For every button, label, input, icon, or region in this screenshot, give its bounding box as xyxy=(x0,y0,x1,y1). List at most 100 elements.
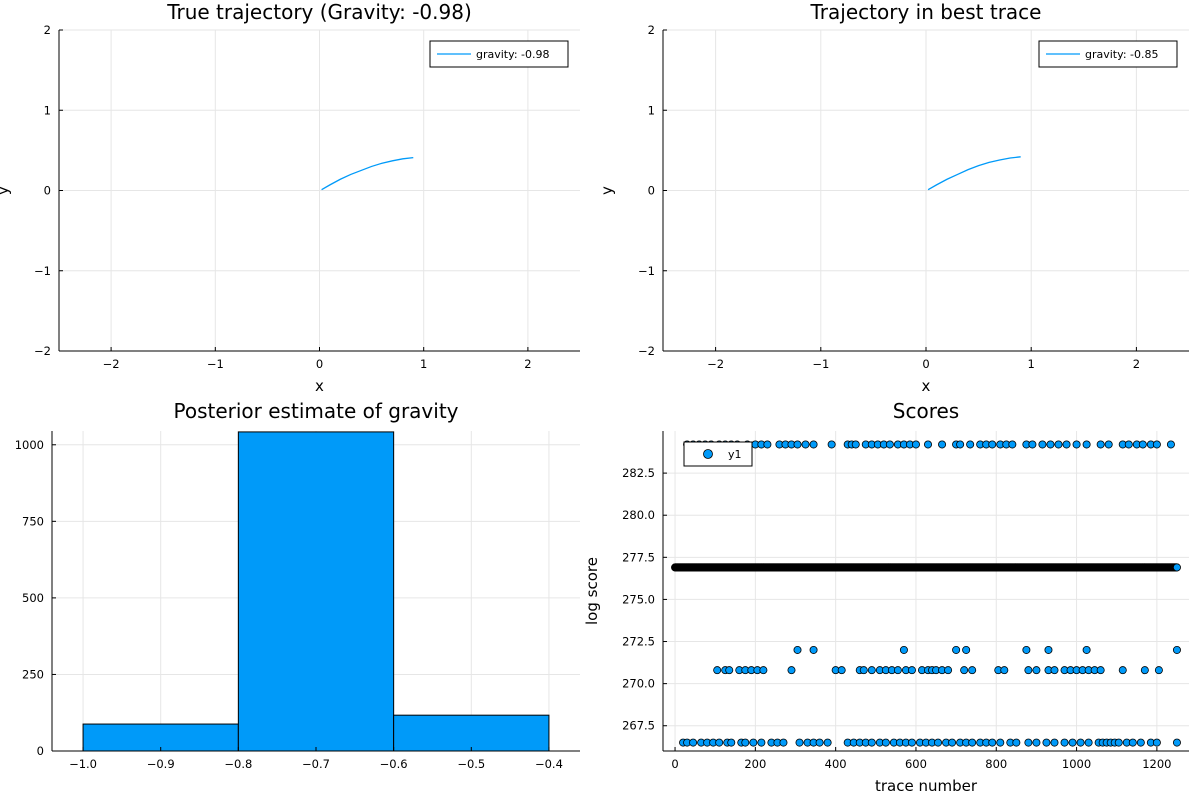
scatter-point xyxy=(1028,440,1037,449)
scatter-point xyxy=(759,666,768,675)
scatter-point xyxy=(938,440,947,449)
scatter-point xyxy=(763,440,772,449)
scatter-point xyxy=(1024,666,1033,675)
chart-title: Scores xyxy=(893,399,959,423)
histogram-bar xyxy=(82,723,239,752)
scatter-point xyxy=(779,738,788,747)
scatter-point xyxy=(968,666,977,675)
x-axis-label: trace number xyxy=(875,777,978,795)
histogram-bar xyxy=(237,431,395,752)
scatter-point xyxy=(1096,440,1105,449)
y-tick-label: 2 xyxy=(648,23,655,37)
scatter-point xyxy=(1038,440,1047,449)
scatter-point xyxy=(757,738,766,747)
y-tick-label: 750 xyxy=(22,514,44,528)
scatter-point xyxy=(924,440,933,449)
scatter-point xyxy=(1072,440,1081,449)
scatter-point xyxy=(859,666,868,675)
x-tick-label: 800 xyxy=(985,757,1007,771)
scatter-point xyxy=(1000,666,1009,675)
x-axis-label: x xyxy=(315,377,324,395)
scatter-point xyxy=(893,666,902,675)
legend: gravity: -0.85 xyxy=(1038,40,1178,68)
y-tick-label: 267.5 xyxy=(622,719,655,733)
scatter-point xyxy=(1068,738,1077,747)
scatter-point xyxy=(952,645,961,654)
x-tick-label: 600 xyxy=(905,757,927,771)
scatter-point xyxy=(1050,666,1059,675)
y-axis-label: y xyxy=(598,186,616,195)
scatter-point xyxy=(1076,738,1085,747)
scatter-point xyxy=(727,738,736,747)
scatter-point xyxy=(823,738,832,747)
scatter-point xyxy=(851,440,860,449)
x-tick-label: −1.0 xyxy=(69,757,97,771)
panel-2: gravity: -0.85 −2 −1 0 1 2 −2 −1 0 1 2 Trajectory i… xyxy=(598,0,1189,395)
y-tick-label: 500 xyxy=(22,591,44,605)
scatter-point xyxy=(1044,645,1053,654)
x-tick-label: −0.7 xyxy=(302,757,330,771)
scatter-point xyxy=(741,738,750,747)
x-tick-label: 0 xyxy=(671,757,678,771)
scatter-point xyxy=(1172,645,1181,654)
scatter-point xyxy=(809,440,818,449)
scatter-point xyxy=(1042,738,1051,747)
scatter-point xyxy=(1128,738,1137,747)
scatter-point xyxy=(815,738,824,747)
scatter-point xyxy=(715,738,724,747)
scatter-point xyxy=(1012,738,1021,747)
scatter-point xyxy=(1140,666,1149,675)
x-tick-label: 1200 xyxy=(1142,757,1171,771)
scatter-point xyxy=(867,738,876,747)
y-tick-label: 2 xyxy=(44,23,51,37)
y-axis-label: y xyxy=(0,186,12,195)
y-tick-label: −1 xyxy=(34,264,51,278)
scatter-point xyxy=(988,738,997,747)
scatter-point xyxy=(1008,440,1017,449)
series-line xyxy=(321,156,414,191)
x-tick-label: 0 xyxy=(316,357,323,371)
scatter-point xyxy=(801,440,810,449)
scatter-point xyxy=(907,738,916,747)
y-tick-label: 1 xyxy=(44,103,51,117)
legend-box xyxy=(683,441,753,467)
chart-title: Trajectory in best trace xyxy=(810,0,1042,24)
panel-1: gravity: -0.98 −2 −1 0 1 2 −2 −1 0 1 2 True traject… xyxy=(0,0,580,395)
y-tick-label: −2 xyxy=(34,344,51,358)
y-tick-label: 277.5 xyxy=(622,550,655,564)
y-tick-label: 1000 xyxy=(15,438,44,452)
scatter-point xyxy=(944,666,953,675)
x-tick-label: −0.5 xyxy=(457,757,485,771)
scatter-point xyxy=(689,738,698,747)
series-line xyxy=(927,156,1021,191)
scatter-point xyxy=(1104,440,1113,449)
y-tick-label: 282.5 xyxy=(622,466,655,480)
scatter-point xyxy=(968,738,977,747)
scatter-point xyxy=(1124,440,1133,449)
scatter-point xyxy=(885,440,894,449)
x-tick-label: 400 xyxy=(825,757,847,771)
scatter-point xyxy=(1152,440,1161,449)
scatter-point xyxy=(795,738,804,747)
scatter-point xyxy=(1054,440,1063,449)
scatter-point xyxy=(996,738,1005,747)
x-tick-label: 2 xyxy=(524,357,531,371)
x-tick-label: −2 xyxy=(103,357,120,371)
x-tick-label: −1 xyxy=(812,357,829,371)
x-tick-label: −1 xyxy=(207,357,224,371)
y-tick-label: 1 xyxy=(648,103,655,117)
x-tick-label: 0 xyxy=(922,357,929,371)
scatter-point xyxy=(881,738,890,747)
scatter-point xyxy=(899,645,908,654)
scatter-point xyxy=(793,645,802,654)
scatter-point xyxy=(725,666,734,675)
scatter-point xyxy=(1032,738,1041,747)
scatter-point xyxy=(1032,666,1041,675)
x-axis-label: x xyxy=(922,377,931,395)
histogram-bar xyxy=(393,714,550,752)
chart-title: True trajectory (Gravity: -0.98) xyxy=(166,0,472,24)
scatter-point xyxy=(1118,666,1127,675)
y-tick-label: 0 xyxy=(44,184,51,198)
scatter-point xyxy=(713,666,722,675)
scatter-point xyxy=(1154,666,1163,675)
